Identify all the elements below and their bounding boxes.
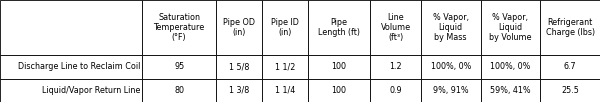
Text: 95: 95 [174,62,184,71]
Bar [262,0,308,55]
Text: Refrigerant
Charge (lbs): Refrigerant Charge (lbs) [545,18,595,37]
Bar [421,0,481,55]
Text: 1.2: 1.2 [389,62,402,71]
Text: 6.7: 6.7 [564,62,577,71]
Bar [142,55,216,79]
Text: 1 5/8: 1 5/8 [229,62,249,71]
Bar [481,0,540,55]
Bar [421,55,481,79]
Text: 9%, 91%: 9%, 91% [433,86,469,95]
Bar [540,55,600,79]
Text: 1 1/4: 1 1/4 [275,86,295,95]
Bar [540,79,600,102]
Text: 100: 100 [332,62,347,71]
Bar [216,79,262,102]
Text: 0.9: 0.9 [389,86,402,95]
Bar [370,0,421,55]
Text: 25.5: 25.5 [561,86,579,95]
Bar [262,79,308,102]
Text: 59%, 41%: 59%, 41% [490,86,531,95]
Text: Discharge Line to Reclaim Coil: Discharge Line to Reclaim Coil [18,62,140,71]
Bar [0,0,142,55]
Bar [0,79,142,102]
Bar [142,79,216,102]
Text: 1 3/8: 1 3/8 [229,86,249,95]
Bar [142,0,216,55]
Bar [308,79,370,102]
Text: Liquid/Vapor Return Line: Liquid/Vapor Return Line [42,86,140,95]
Bar [308,0,370,55]
Bar [370,79,421,102]
Bar [216,0,262,55]
Text: Pipe OD
(in): Pipe OD (in) [223,18,255,37]
Text: Saturation
Temperature
(°F): Saturation Temperature (°F) [154,13,205,42]
Bar [262,55,308,79]
Text: 100%, 0%: 100%, 0% [431,62,471,71]
Bar [0,55,142,79]
Text: 100: 100 [332,86,347,95]
Bar [370,55,421,79]
Text: 80: 80 [174,86,184,95]
Text: % Vapor,
Liquid
by Volume: % Vapor, Liquid by Volume [489,13,532,42]
Text: Pipe ID
(in): Pipe ID (in) [271,18,299,37]
Text: % Vapor,
Liquid
by Mass: % Vapor, Liquid by Mass [433,13,469,42]
Bar [481,79,540,102]
Bar [481,55,540,79]
Bar [421,79,481,102]
Bar [308,55,370,79]
Text: 100%, 0%: 100%, 0% [490,62,530,71]
Bar [216,55,262,79]
Bar [540,0,600,55]
Text: Line
Volume
(ft³): Line Volume (ft³) [380,13,410,42]
Text: 1 1/2: 1 1/2 [275,62,295,71]
Text: Pipe
Length (ft): Pipe Length (ft) [318,18,360,37]
